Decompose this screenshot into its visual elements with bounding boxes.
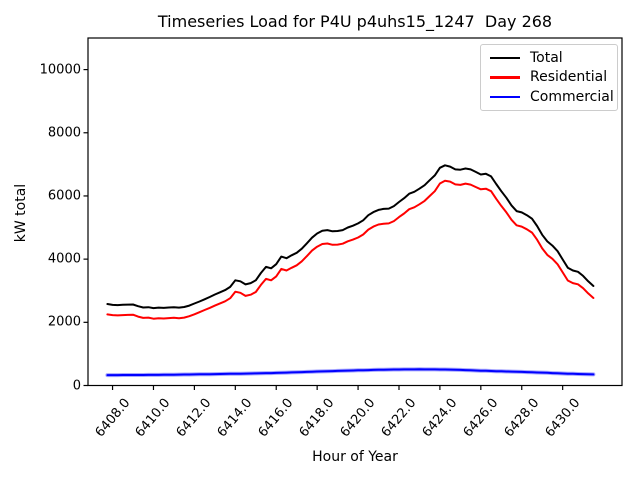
series-commercial-line bbox=[106, 368, 595, 377]
legend-item-label: Residential bbox=[530, 69, 608, 86]
y-tick-label: 4000 bbox=[47, 251, 81, 267]
y-tick-label: 6000 bbox=[47, 188, 81, 204]
legend-item-label: Commercial bbox=[530, 89, 614, 106]
y-tick-label: 10000 bbox=[39, 62, 81, 78]
y-tick-label: 8000 bbox=[47, 125, 81, 141]
y-axis-label: kW total bbox=[13, 183, 29, 243]
axes-spines bbox=[87, 37, 623, 387]
series-residential-line bbox=[106, 179, 595, 320]
y-tick-label: 0 bbox=[72, 378, 81, 393]
legend-item-label: Total bbox=[530, 49, 563, 66]
x-axis-label: Hour of Year bbox=[312, 449, 398, 465]
legend-line-sample bbox=[490, 76, 520, 79]
chart-title: Timeseries Load for P4U p4uhs15_1247 Day… bbox=[157, 12, 553, 31]
legend-item-commercial: Commercial bbox=[490, 89, 614, 105]
legend-line-sample bbox=[490, 95, 520, 99]
legend-item-residential: Residential bbox=[490, 69, 608, 85]
series-total-line bbox=[106, 164, 595, 310]
legend: Total Residential Commercial bbox=[480, 44, 618, 111]
y-tick-label: 2000 bbox=[47, 314, 81, 330]
legend-item-total: Total bbox=[490, 50, 608, 66]
legend-line-sample bbox=[490, 56, 520, 60]
